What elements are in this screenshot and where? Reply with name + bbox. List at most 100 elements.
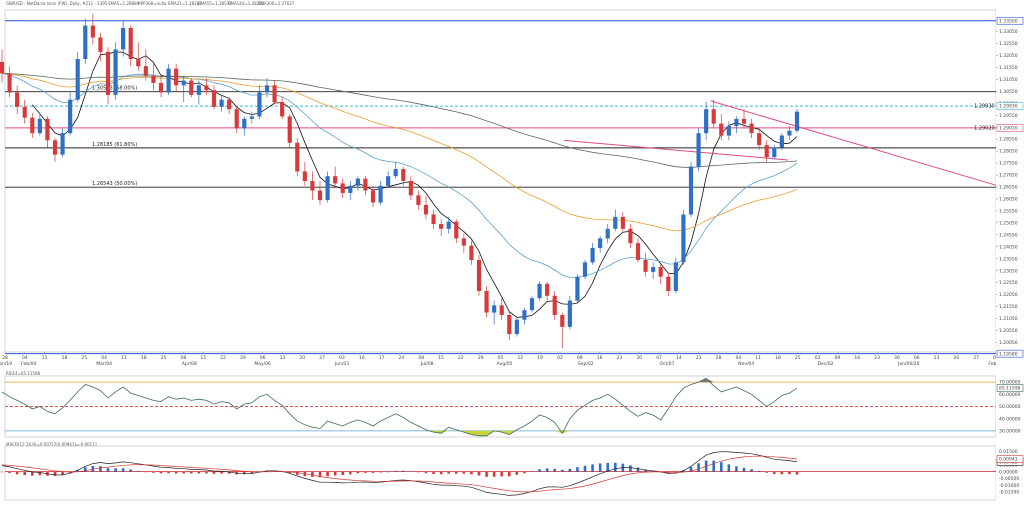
macd-histogram-bar bbox=[545, 468, 549, 472]
candle-body bbox=[522, 310, 527, 320]
candle-body bbox=[794, 111, 800, 131]
macd-tick-label: -0.01500 bbox=[999, 490, 1019, 496]
candle-body bbox=[416, 195, 421, 205]
macd-histogram-bar bbox=[205, 471, 208, 474]
moving-average-line bbox=[31, 51, 798, 318]
candle-body bbox=[98, 37, 103, 52]
x-tick-label: 15 bbox=[438, 355, 444, 361]
macd-histogram-bar bbox=[273, 470, 276, 472]
macd-histogram-bar bbox=[250, 471, 254, 474]
candle-body bbox=[310, 181, 315, 191]
candle-body bbox=[83, 25, 88, 60]
price-tick-label: 1.28550 bbox=[999, 137, 1018, 143]
x-tick-label: 07 bbox=[656, 355, 662, 361]
macd-histogram-bar bbox=[106, 468, 110, 472]
level-label: 1.28185 (61.80%) bbox=[92, 142, 137, 148]
candle-body bbox=[545, 283, 550, 296]
macd-histogram-bar bbox=[613, 462, 617, 472]
x-tick-label: 09 bbox=[577, 355, 583, 361]
candle-body bbox=[128, 27, 133, 60]
macd-histogram-bar bbox=[121, 468, 125, 472]
candle-body bbox=[401, 169, 406, 181]
macd-histogram-bar bbox=[8, 471, 11, 474]
macd-histogram-bar bbox=[432, 471, 435, 474]
x-tick-label: 03 bbox=[339, 355, 345, 361]
price-tick-label: 1.30550 bbox=[999, 89, 1018, 95]
x-tick-label: 30 bbox=[894, 355, 900, 361]
price-tick-label: 1.27550 bbox=[999, 161, 1018, 167]
candle-body bbox=[764, 145, 769, 158]
candle-body bbox=[257, 92, 262, 117]
x-tick-label: 04 bbox=[101, 355, 107, 361]
x-tick-label: 25 bbox=[795, 355, 801, 361]
candle-body bbox=[499, 305, 504, 315]
price-tick-label: 1.24050 bbox=[999, 244, 1018, 250]
price-tick-label: 1.32550 bbox=[999, 41, 1018, 47]
candle-body bbox=[560, 314, 565, 327]
macd-histogram-bar bbox=[356, 471, 360, 474]
candle-body bbox=[514, 319, 519, 335]
candle-body bbox=[666, 276, 671, 292]
x-tick-label: 25 bbox=[161, 355, 167, 361]
x-tick-label: 11 bbox=[755, 355, 761, 361]
candle-body bbox=[174, 68, 179, 86]
x-date-label: Jun/03 bbox=[334, 361, 349, 367]
macd-histogram-bar bbox=[167, 471, 170, 474]
candle-body bbox=[0, 61, 5, 74]
macd-tick-label: 0.00000 bbox=[999, 469, 1018, 475]
x-tick-label: 24 bbox=[399, 355, 405, 361]
x-tick-label: 14 bbox=[676, 355, 682, 361]
macd-signal-label: 0.00941 bbox=[999, 457, 1018, 463]
price-tick-label: 1.20550 bbox=[999, 328, 1018, 334]
macd-histogram-bar bbox=[379, 471, 382, 473]
macd-histogram-bar bbox=[530, 471, 534, 472]
x-tick-label: 09 bbox=[835, 355, 841, 361]
price-tick-label: 1.28050 bbox=[999, 149, 1018, 155]
macd-histogram-bar bbox=[15, 471, 19, 475]
candle-body bbox=[658, 267, 663, 277]
macd-histogram-bar bbox=[560, 469, 564, 472]
macd-histogram-bar bbox=[439, 471, 443, 475]
x-tick-label: 29 bbox=[478, 355, 484, 361]
macd-histogram-bar bbox=[470, 471, 473, 475]
candle-body bbox=[219, 99, 224, 107]
candle-body bbox=[552, 295, 557, 315]
candle-body bbox=[635, 243, 641, 260]
price-tick-label: 1.31050 bbox=[999, 77, 1018, 83]
macd-histogram-bar bbox=[788, 471, 791, 475]
candle-body bbox=[696, 133, 701, 167]
candle-body bbox=[492, 305, 497, 313]
x-date-label: Jul/08 bbox=[420, 361, 434, 367]
x-tick-label: 27 bbox=[973, 355, 979, 361]
x-tick-label: 22 bbox=[458, 355, 464, 361]
candle-body bbox=[711, 109, 716, 124]
candle-body bbox=[386, 176, 391, 186]
macd-histogram-bar bbox=[61, 471, 64, 475]
macd-tick-label: -0.00500 bbox=[999, 476, 1019, 482]
moving-average-line bbox=[1, 73, 798, 168]
x-tick-label: 04 bbox=[735, 355, 741, 361]
macd-signal-box bbox=[996, 455, 1024, 463]
macd-histogram-bar bbox=[712, 460, 716, 472]
x-tick-label: 17 bbox=[379, 355, 385, 361]
rsi-tick-label: 60.00000 bbox=[999, 392, 1021, 398]
indicator-ema144-text: EMA144=1.28251 bbox=[228, 1, 265, 6]
x-tick-label: 11 bbox=[42, 355, 48, 361]
price-tick-label: 1.33050 bbox=[999, 29, 1018, 35]
candle-body bbox=[476, 259, 482, 292]
x-tick-label: 18 bbox=[62, 355, 68, 361]
rsi-overbought-fill bbox=[706, 378, 714, 383]
candle-body bbox=[317, 190, 323, 201]
x-tick-label: 22 bbox=[220, 355, 226, 361]
macd-histogram-bar bbox=[515, 471, 519, 475]
macd-histogram-bar bbox=[182, 471, 186, 474]
x-tick-label: 28 bbox=[2, 355, 8, 361]
candle-body bbox=[484, 291, 489, 313]
candle-body bbox=[423, 204, 429, 215]
candle-body bbox=[340, 183, 345, 193]
candle-body bbox=[211, 90, 217, 107]
candle-body bbox=[779, 135, 784, 148]
macd-histogram-bar bbox=[583, 465, 587, 472]
chart-info-text: GBPUSD - NetDania Ixion (FW), Daily, #21… bbox=[6, 1, 108, 6]
